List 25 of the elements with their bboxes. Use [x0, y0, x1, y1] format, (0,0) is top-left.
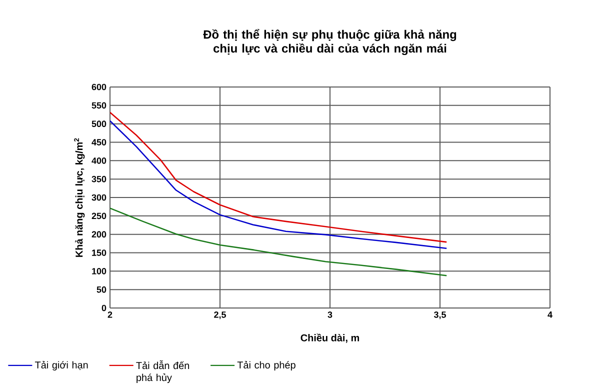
y-axis-title: Khả năng chịu lực, kg/m$^{2}$ — [74, 138, 85, 257]
x-tick-label: 4 — [548, 312, 552, 318]
legend-label: Tải cho phép — [237, 360, 296, 370]
y-tick-label: 150 — [92, 250, 106, 256]
legend-label: Tải giới hạn — [34, 360, 88, 370]
y-tick-label: 350 — [92, 176, 106, 182]
y-tick-label: 500 — [92, 120, 106, 128]
x-axis-title: Chiều dài, m — [300, 334, 360, 343]
y-tick-label: 400 — [92, 157, 106, 164]
x-tick-label: 2,5 — [214, 312, 226, 320]
chart-title: Đồ thị thể hiện sự phụ thuộc giữa khả năng chịu lực và chiều dài của vách ngăn mái — [203, 28, 456, 56]
y-tick-label: 600 — [92, 84, 106, 90]
legend-label: Tải dẫn đến phá hủy — [136, 360, 190, 384]
line-series — [110, 208, 448, 276]
x-tick-label: 3,5 — [434, 312, 446, 320]
y-tick-label: 250 — [92, 212, 106, 220]
y-tick-label: 550 — [92, 102, 106, 109]
y-tick-label: 450 — [92, 139, 106, 146]
x-tick-label: 2 — [108, 312, 112, 318]
y-tick-label: 200 — [92, 231, 106, 238]
y-tick-label: 100 — [92, 268, 106, 274]
y-tick-label: 0 — [102, 304, 106, 312]
y-tick-label: 300 — [92, 194, 106, 201]
x-tick-label: 3 — [328, 312, 332, 318]
y-tick-label: 50 — [96, 286, 106, 293]
